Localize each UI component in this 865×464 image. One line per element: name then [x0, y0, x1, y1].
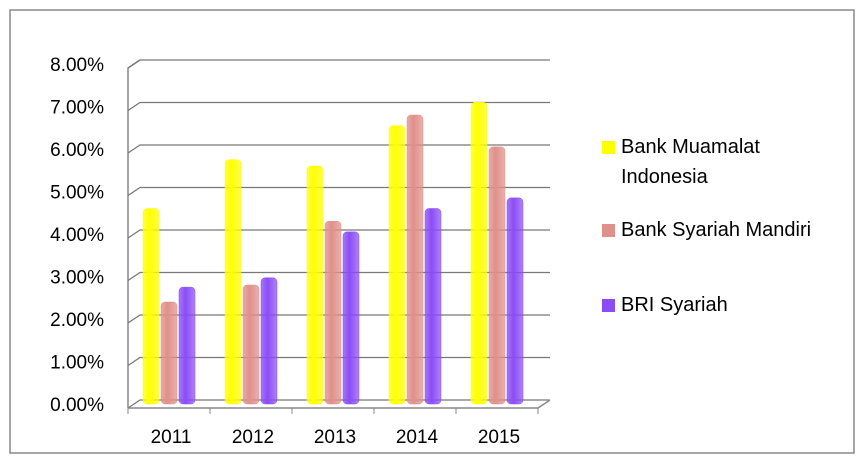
- bar: [324, 221, 342, 405]
- y-tick-label: 1.00%: [50, 353, 104, 374]
- legend-label: BRI Syariah: [621, 294, 728, 316]
- bar: [242, 284, 260, 405]
- y-tick-label: 3.00%: [50, 268, 104, 289]
- bar: [178, 286, 196, 405]
- legend-label: Bank Muamalat Indonesia: [621, 136, 760, 188]
- bar: [142, 208, 160, 405]
- legend-swatch: [602, 299, 615, 312]
- legend-item: Bank Muamalat Indonesia: [602, 132, 842, 192]
- bar: [424, 208, 442, 405]
- bar: [260, 277, 278, 405]
- y-tick-label: 4.00%: [50, 225, 104, 246]
- grid-line: [127, 59, 550, 69]
- bar: [488, 146, 506, 405]
- y-tick-label: 5.00%: [50, 183, 104, 204]
- x-tick-label: 2013: [314, 427, 356, 448]
- bar: [224, 159, 242, 405]
- y-tick-label: 6.00%: [50, 140, 104, 161]
- legend-swatch: [602, 141, 615, 154]
- bar: [506, 197, 524, 405]
- floor-edge: [537, 399, 551, 409]
- bar: [406, 114, 424, 405]
- x-tick-label: 2011: [151, 427, 192, 448]
- bar: [470, 102, 488, 405]
- bar: [306, 165, 324, 405]
- grid-line: [127, 101, 550, 112]
- bar: [342, 231, 360, 405]
- x-tick-label: 2014: [396, 427, 439, 448]
- y-tick-label: 2.00%: [50, 310, 104, 331]
- legend-item: BRI Syariah: [602, 290, 842, 320]
- legend-label: Bank Syariah Mandiri: [621, 219, 812, 241]
- bar: [160, 301, 178, 405]
- legend-swatch: [602, 224, 615, 237]
- y-tick-label: 8.00%: [50, 55, 104, 76]
- y-tick-label: 0.00%: [50, 395, 104, 416]
- bar: [388, 125, 406, 405]
- legend-item: Bank Syariah Mandiri: [602, 215, 842, 245]
- x-tick-label: 2015: [478, 427, 520, 448]
- y-tick-label: 7.00%: [50, 98, 104, 119]
- x-tick-label: 2012: [232, 427, 274, 448]
